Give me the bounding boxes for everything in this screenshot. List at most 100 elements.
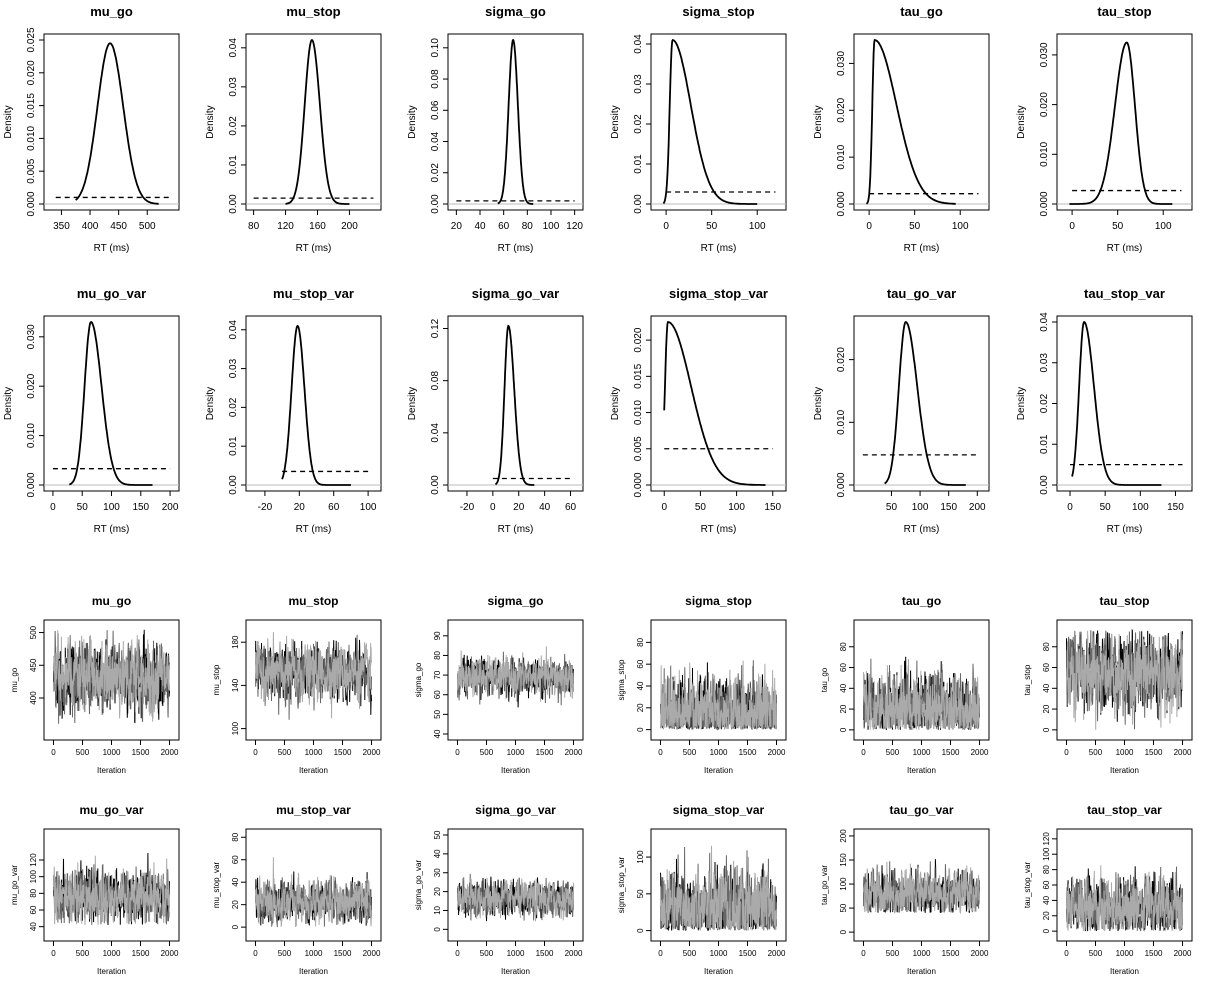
posterior-density-line xyxy=(884,320,966,486)
plot-frame xyxy=(447,33,584,211)
x-tick-label: 500 xyxy=(1089,748,1103,757)
x-tick-label: 450 xyxy=(110,221,127,232)
y-tick-label: 60 xyxy=(1042,880,1051,889)
y-tick-label: 0 xyxy=(839,727,848,732)
x-tick-label: 1500 xyxy=(739,748,757,757)
y-tick-label: 50 xyxy=(433,830,442,839)
x-tick-label: 20 xyxy=(451,221,463,232)
x-tick-label: 1000 xyxy=(305,949,323,958)
y-tick-label: 0.06 xyxy=(430,100,441,120)
y-tick-label: 100 xyxy=(29,869,38,883)
y-tick-label: 450 xyxy=(29,658,38,672)
chain-3-trace-line xyxy=(255,857,372,928)
x-tick-label: 2000 xyxy=(565,748,583,757)
chain-3-trace-line xyxy=(660,845,777,931)
x-tick-label: 120 xyxy=(277,221,294,232)
y-tick-label: 0.03 xyxy=(633,74,644,94)
y-tick-label: 40 xyxy=(433,849,442,858)
x-tick-label: 500 xyxy=(480,949,494,958)
y-tick-label: 0.010 xyxy=(26,125,37,150)
y-tick-label: 40 xyxy=(839,683,848,692)
y-tick-label: 20 xyxy=(839,704,848,713)
x-tick-label: 500 xyxy=(1089,949,1103,958)
y-tick-label: 0.02 xyxy=(633,114,644,134)
y-tick-label: 20 xyxy=(231,900,240,909)
panel-title: mu_go xyxy=(90,4,133,19)
x-tick-label: 50 xyxy=(1100,502,1112,513)
panel-title: mu_stop xyxy=(286,4,340,19)
x-tick-label: 20 xyxy=(294,502,306,513)
x-tick-label: 2000 xyxy=(1174,949,1192,958)
y-axis-label: mu_stop xyxy=(212,664,221,695)
posterior-density-line xyxy=(865,38,956,205)
x-tick-label: 100 xyxy=(360,502,377,513)
y-tick-label: 80 xyxy=(839,642,848,651)
chain-3-trace-line xyxy=(457,646,574,702)
density-panel-sigma_go_var: sigma_go_var -20 0 20 40 60 0.00 0.04 0.08 0.12 RT… xyxy=(407,286,584,535)
y-tick-label: 0.08 xyxy=(430,69,441,89)
y-tick-label: 40 xyxy=(29,922,38,931)
y-tick-label: 0.020 xyxy=(633,327,644,352)
density-panel-tau_go_var: tau_go_var 50 100 150 200 0.000 0.010 0.020 RT (… xyxy=(813,286,990,535)
panel-title: mu_stop_var xyxy=(276,803,351,817)
trace-panel-tau_stop_var: tau_stop_var 0 500 1000 1500 2000 0 20 40 60 80 100… xyxy=(1023,803,1193,976)
x-tick-label: 1500 xyxy=(1145,949,1163,958)
y-tick-label: 10 xyxy=(433,905,442,914)
x-tick-label: 1000 xyxy=(913,748,931,757)
density-panel-sigma_go: sigma_go 20 40 60 80 100 120 0.00 0.02 0.04 0.06 0.… xyxy=(407,4,584,254)
trace-panel-mu_stop: mu_stop 0 500 1000 1500 2000 100 140 180 Iteratio… xyxy=(212,594,382,775)
trace-panel-tau_stop: tau_stop 0 500 1000 1500 2000 0 20 40 60 80 Iterati… xyxy=(1023,594,1193,775)
y-tick-label: 100 xyxy=(231,721,240,735)
x-tick-label: 2000 xyxy=(768,949,786,958)
x-tick-label: 0 xyxy=(1069,221,1075,232)
posterior-density-line xyxy=(281,324,351,486)
density-panel-tau_stop_var: tau_stop_var 0 50 100 150 0.00 0.01 0.02 0.03 0.0… xyxy=(1016,286,1193,535)
x-tick-label: 1500 xyxy=(536,949,554,958)
y-tick-label: 0.04 xyxy=(228,38,239,58)
y-tick-label: 0.02 xyxy=(228,397,239,417)
y-axis-label: Density xyxy=(3,387,14,420)
x-tick-label: 60 xyxy=(328,502,340,513)
x-tick-label: 160 xyxy=(309,221,326,232)
y-tick-label: 0.02 xyxy=(228,116,239,136)
plot-frame xyxy=(650,33,787,211)
x-tick-label: 0 xyxy=(866,221,872,232)
x-tick-label: 0 xyxy=(1064,748,1069,757)
x-tick-label: 500 xyxy=(139,221,156,232)
x-tick-label: 2000 xyxy=(363,949,381,958)
chain-3-trace-line xyxy=(53,855,170,926)
y-tick-label: 60 xyxy=(636,659,645,668)
x-tick-label: 200 xyxy=(341,221,358,232)
y-tick-label: 100 xyxy=(636,850,645,864)
posterior-density-line xyxy=(75,42,159,205)
panel-title: sigma_go xyxy=(487,594,543,608)
x-tick-label: 100 xyxy=(728,502,745,513)
x-tick-label: 500 xyxy=(480,748,494,757)
x-tick-label: 40 xyxy=(539,502,551,513)
y-tick-label: 0.04 xyxy=(430,423,441,443)
y-tick-label: 60 xyxy=(231,855,240,864)
panel-title: tau_go xyxy=(902,594,941,608)
x-axis-label: RT (ms) xyxy=(701,524,737,535)
y-tick-label: 20 xyxy=(636,703,645,712)
y-axis-label: tau_go xyxy=(820,667,829,692)
x-axis-label: RT (ms) xyxy=(94,524,130,535)
x-axis-label: RT (ms) xyxy=(701,243,737,254)
x-tick-label: 500 xyxy=(278,748,292,757)
panel-title: tau_stop xyxy=(1099,594,1149,608)
x-tick-label: 1000 xyxy=(507,949,525,958)
y-tick-label: 400 xyxy=(29,691,38,705)
x-axis-label: RT (ms) xyxy=(296,243,332,254)
y-axis-label: mu_go_var xyxy=(10,865,19,905)
y-axis-label: Density xyxy=(3,105,14,138)
y-axis-label: tau_go_var xyxy=(820,865,829,905)
y-tick-label: 0.04 xyxy=(1039,312,1050,332)
y-tick-label: 0.03 xyxy=(228,77,239,97)
x-axis-label: Iteration xyxy=(299,766,328,775)
x-tick-label: 400 xyxy=(82,221,99,232)
y-tick-label: 0.005 xyxy=(633,436,644,461)
x-tick-label: 0 xyxy=(490,502,496,513)
plot-frame xyxy=(43,33,180,211)
y-axis-label: Density xyxy=(1016,105,1027,138)
x-axis-label: RT (ms) xyxy=(904,243,940,254)
